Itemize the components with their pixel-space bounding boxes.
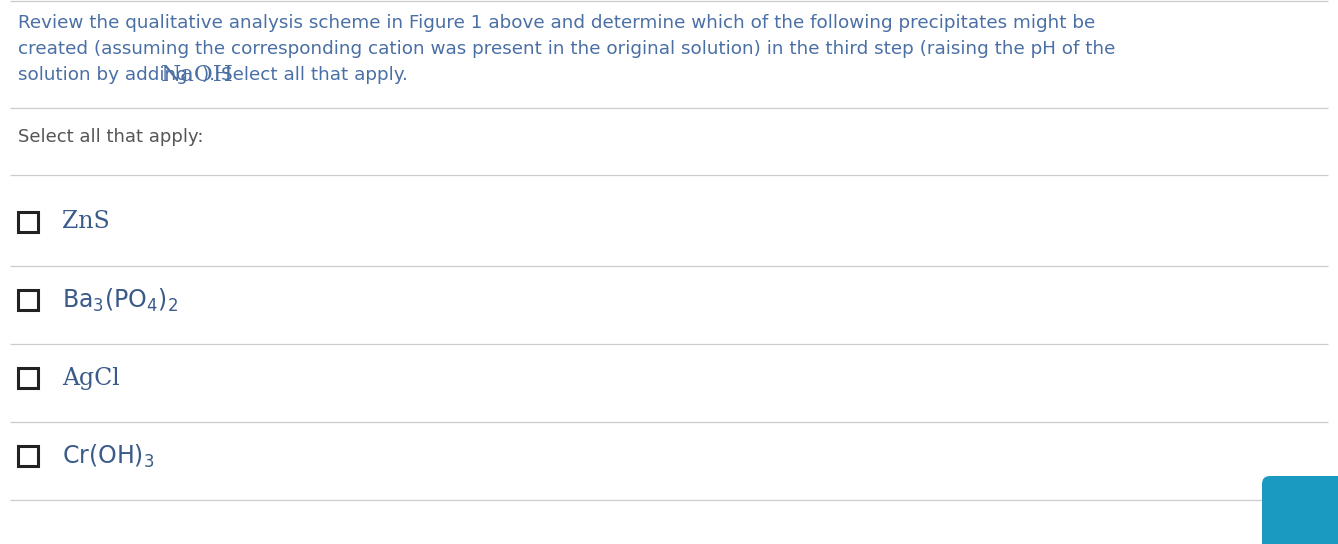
Text: $\mathrm{Ba_3(PO_4)_2}$: $\mathrm{Ba_3(PO_4)_2}$	[62, 286, 178, 313]
Text: solution by adding: solution by adding	[17, 66, 199, 84]
Bar	[17, 446, 37, 466]
Text: NaOH: NaOH	[161, 64, 234, 86]
FancyBboxPatch shape	[1262, 476, 1338, 544]
Text: Select all that apply:: Select all that apply:	[17, 128, 203, 146]
Text: ZnS: ZnS	[62, 211, 110, 233]
Bar	[17, 368, 37, 388]
Text: AgCl: AgCl	[62, 367, 119, 390]
Text: created (assuming the corresponding cation was present in the original solution): created (assuming the corresponding cati…	[17, 40, 1116, 58]
Text: Review the qualitative analysis scheme in Figure 1 above and determine which of : Review the qualitative analysis scheme i…	[17, 14, 1096, 32]
Text: ). Select all that apply.: ). Select all that apply.	[202, 66, 408, 84]
Bar	[17, 290, 37, 310]
Bar	[17, 212, 37, 232]
Text: $\mathrm{Cr(OH)_3}$: $\mathrm{Cr(OH)_3}$	[62, 442, 154, 469]
